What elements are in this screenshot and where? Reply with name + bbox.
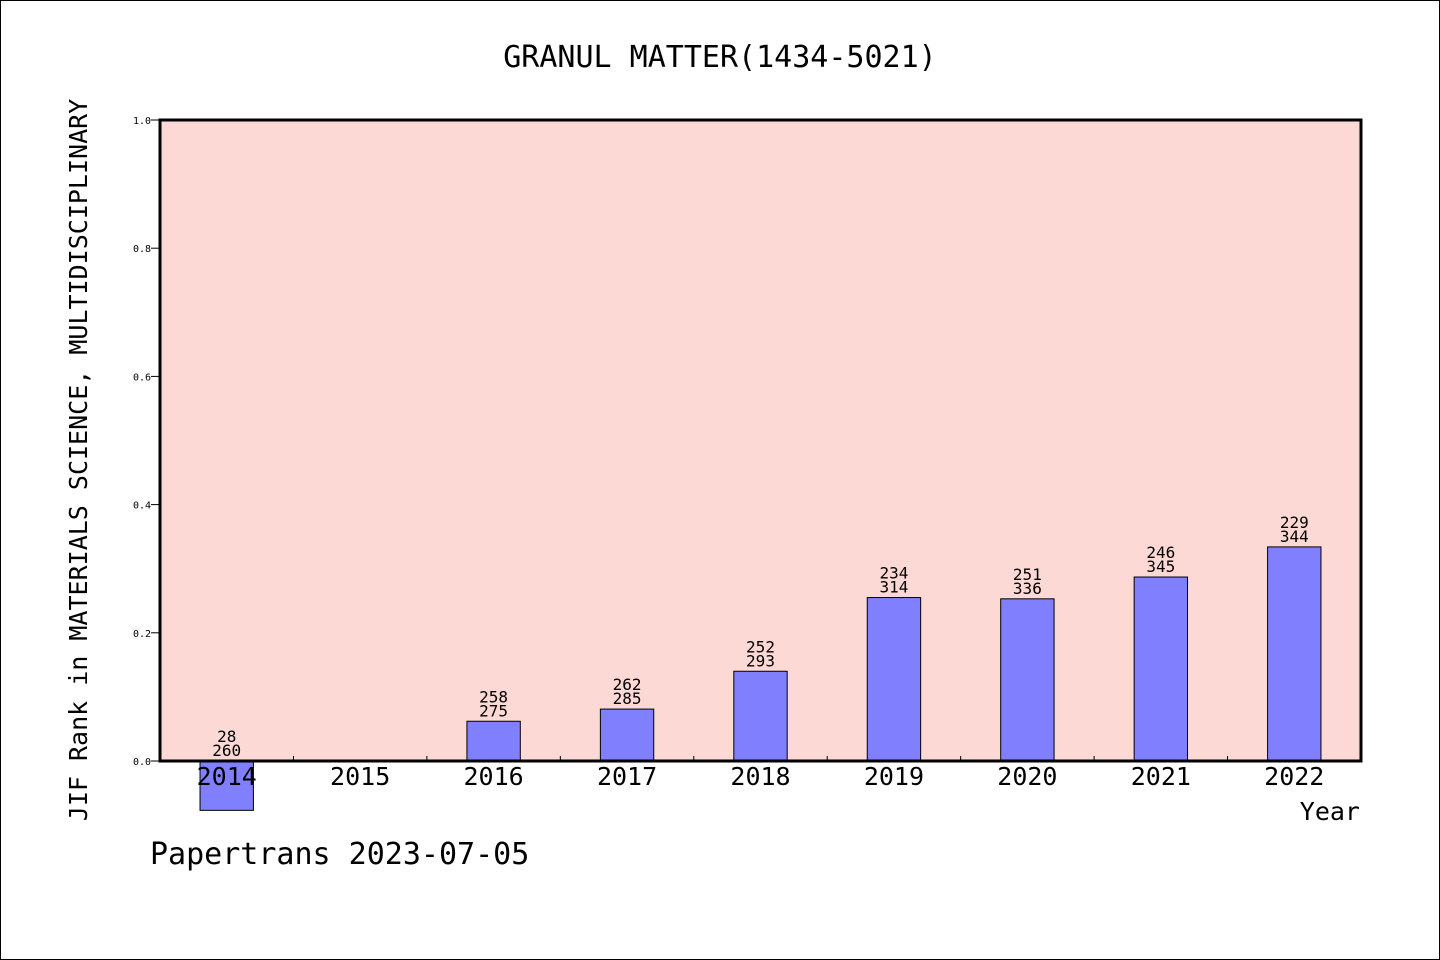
bar-total-label: 293	[746, 651, 775, 670]
y-tick-label: 0.6	[133, 372, 151, 383]
x-axis-label: Year	[1300, 797, 1360, 826]
bar-labels-layer: 2826025827526228525229323431425133624634…	[212, 513, 1308, 760]
x-tick-label: 2015	[330, 762, 390, 791]
bar-2020	[1000, 598, 1055, 762]
y-tick-label: 0.2	[133, 629, 151, 640]
y-tick-label: 0.8	[133, 244, 151, 255]
bar-total-label: 275	[479, 701, 508, 720]
plot-frame	[158, 118, 1363, 763]
x-tick-label: 2021	[1131, 762, 1191, 791]
y-axis-label: JIF Rank in MATERIALS SCIENCE, MULTIDISC…	[64, 99, 93, 821]
bar-rank-label: 229	[1280, 513, 1309, 532]
bar-rank-label: 258	[479, 687, 508, 706]
x-tick-label: 2017	[597, 762, 657, 791]
bar-rank-label: 262	[613, 675, 642, 694]
bar-rank-label: 251	[1013, 565, 1042, 584]
bars-layer	[199, 546, 1322, 811]
y-tick-label: 1.0	[133, 116, 151, 127]
x-tick-label: 2018	[730, 762, 790, 791]
bar-rank-label: 234	[879, 564, 908, 583]
bar-total-label: 285	[613, 689, 642, 708]
bar-total-label: 344	[1280, 527, 1309, 546]
x-axis: 2014 2015 2016 2017 2018 2019 2020 2021 2022	[197, 756, 1324, 791]
bar-rank-label: 28	[217, 727, 236, 746]
y-tick-label: 0.0	[133, 757, 151, 768]
y-axis: 0.0 0.2 0.4 0.6 0.8 1.0	[133, 116, 160, 768]
bar-total-label: 345	[1146, 557, 1175, 576]
x-tick-label: 2014	[197, 762, 257, 791]
x-tick-label: 2022	[1264, 762, 1324, 791]
bar-2018	[733, 670, 788, 762]
bar-total-label: 336	[1013, 579, 1042, 598]
bar-total-label: 260	[212, 741, 241, 760]
bar-2017	[599, 708, 655, 762]
bar-rank-label: 252	[746, 637, 775, 656]
bar-rank-label: 246	[1146, 543, 1175, 562]
bar-2022	[1267, 546, 1322, 762]
y-tick-label: 0.4	[133, 501, 151, 512]
x-tick-label: 2016	[464, 762, 524, 791]
x-tick-label: 2020	[997, 762, 1057, 791]
x-tick-label: 2019	[864, 762, 924, 791]
bar-2021	[1133, 576, 1189, 762]
chart-title: GRANUL MATTER(1434-5021)	[503, 40, 936, 75]
bar-total-label: 314	[879, 578, 908, 597]
bar-2016	[466, 720, 521, 762]
credit-text: Papertrans 2023-07-05	[150, 837, 529, 872]
bar-2019	[866, 597, 922, 762]
